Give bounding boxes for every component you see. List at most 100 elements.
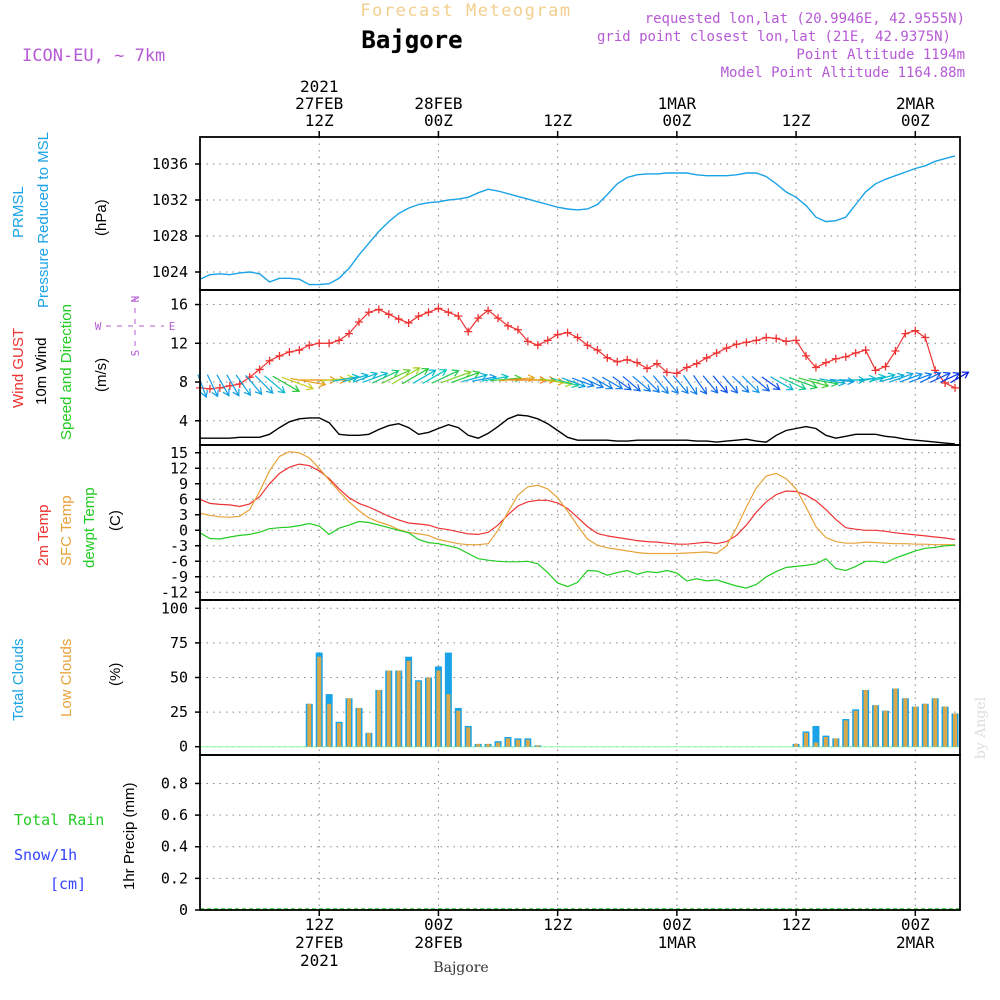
top-time-label: 2021 (300, 77, 339, 96)
wind-direction-arrow (490, 374, 523, 383)
gust-marker (553, 330, 562, 339)
y-tick-label: 1036 (152, 155, 188, 173)
low-cloud-bar (347, 698, 352, 747)
wind-10m-label: 10m Wind (33, 337, 50, 405)
y-tick-label: 8 (179, 373, 188, 391)
gust-marker (533, 341, 542, 350)
gust-marker (444, 308, 453, 317)
gust-marker (762, 333, 771, 342)
y-tick-label: -9 (170, 568, 188, 586)
pressure-unit: (hPa) (93, 199, 110, 236)
wind-direction-arrow (702, 375, 719, 394)
low-cloud-bar (933, 698, 938, 747)
top-time-label: 00Z (662, 111, 691, 130)
low-cloud-bar (317, 656, 322, 747)
wind-direction-arrow (450, 370, 481, 384)
pressure-series-line (199, 155, 956, 286)
gust-marker (782, 337, 791, 346)
temp-sfc-series-line (199, 451, 955, 555)
low-cloud-bar (873, 705, 878, 747)
gust-marker (772, 334, 781, 343)
wind-direction-arrow (371, 369, 400, 384)
wind-direction-arrow (352, 371, 379, 383)
y-tick-label: 16 (170, 296, 188, 314)
y-tick-label: 0 (179, 901, 188, 919)
gust-marker (752, 336, 761, 345)
cloud-unit: (%) (107, 663, 124, 686)
gust-marker (901, 329, 910, 338)
wind-direction-arrow (741, 375, 760, 394)
low-cloud-bar (436, 670, 441, 747)
gust-marker (404, 318, 413, 327)
wind-direction-arrow (391, 367, 421, 385)
gust-marker (603, 353, 612, 362)
wind-series-line (200, 414, 956, 445)
bottom-time-label: 1MAR (658, 933, 697, 952)
gust-marker (831, 354, 840, 363)
gust-marker (503, 321, 512, 330)
pressure-msl-label: Pressure Reduced to MSL (35, 132, 52, 308)
gust-marker (613, 357, 622, 366)
wind-direction-arrow (751, 375, 771, 392)
bottom-time-label: 12Z (782, 915, 811, 934)
wind-direction-arrow (929, 371, 952, 383)
wind-direction-arrow (632, 375, 652, 392)
gust-marker (662, 368, 671, 377)
gust-marker (583, 341, 592, 350)
gust-marker (881, 362, 890, 371)
low-cloud-bar (486, 743, 491, 747)
gust-marker (841, 352, 850, 361)
wind-direction-arrow (216, 374, 230, 397)
wind-direction-arrow (798, 377, 830, 389)
gust-marker (265, 356, 274, 365)
y-tick-label: 12 (170, 459, 188, 477)
wind-direction-arrow (662, 375, 679, 395)
bottom-time-label: 28FEB (414, 933, 462, 952)
gust-marker (712, 348, 721, 357)
low-cloud-bar (833, 738, 838, 747)
wind-direction-arrow (264, 375, 286, 394)
wind-direction-arrow (919, 371, 942, 383)
wind-direction-arrow (272, 375, 301, 392)
snow-label: Snow/1h (14, 846, 77, 864)
gust-marker (543, 336, 552, 345)
compass-west: W (95, 320, 102, 333)
temp-sfc-label: SFC Temp (58, 495, 75, 566)
bottom-time-label: 2021 (300, 951, 339, 970)
gust-marker (811, 363, 820, 372)
compass-east: E (169, 320, 176, 333)
total-rain-label: Total Rain (14, 811, 104, 829)
gust-marker (911, 326, 920, 335)
temp-unit: (C) (107, 510, 124, 531)
bottom-time-label: 12Z (305, 915, 334, 934)
panel-frame (199, 289, 961, 446)
wind-direction-arrow (722, 375, 739, 394)
wind-direction-arrow (581, 377, 605, 389)
low-cloud-bar (496, 742, 501, 747)
top-time-label: 28FEB (414, 94, 462, 113)
low-cloud-bar (476, 743, 481, 747)
low-cloud-bar (893, 688, 898, 747)
wind-direction-arrow (431, 369, 460, 384)
wind-direction-arrow (788, 376, 819, 390)
low-cloud-bar (953, 713, 958, 747)
y-tick-label: 3 (179, 506, 188, 524)
gust-marker (931, 366, 940, 375)
low-cloud-bar (356, 707, 361, 747)
top-time-label: 00Z (901, 111, 930, 130)
low-cloud-bar (396, 670, 401, 747)
y-tick-label: 1028 (152, 227, 188, 245)
footer-location: Bajgore (433, 960, 488, 976)
top-time-label: 12Z (782, 111, 811, 130)
y-tick-label: 0.6 (161, 806, 188, 824)
wind-panel: 4 8 12 16 (170, 289, 970, 446)
low-cloud-bar (923, 703, 928, 747)
wind-direction-arrow (290, 377, 327, 388)
gust-marker (374, 305, 383, 314)
y-tick-label: -12 (161, 583, 188, 601)
wind-direction-arrow (808, 378, 839, 387)
gust-marker (325, 339, 334, 348)
gust-marker (205, 384, 214, 393)
